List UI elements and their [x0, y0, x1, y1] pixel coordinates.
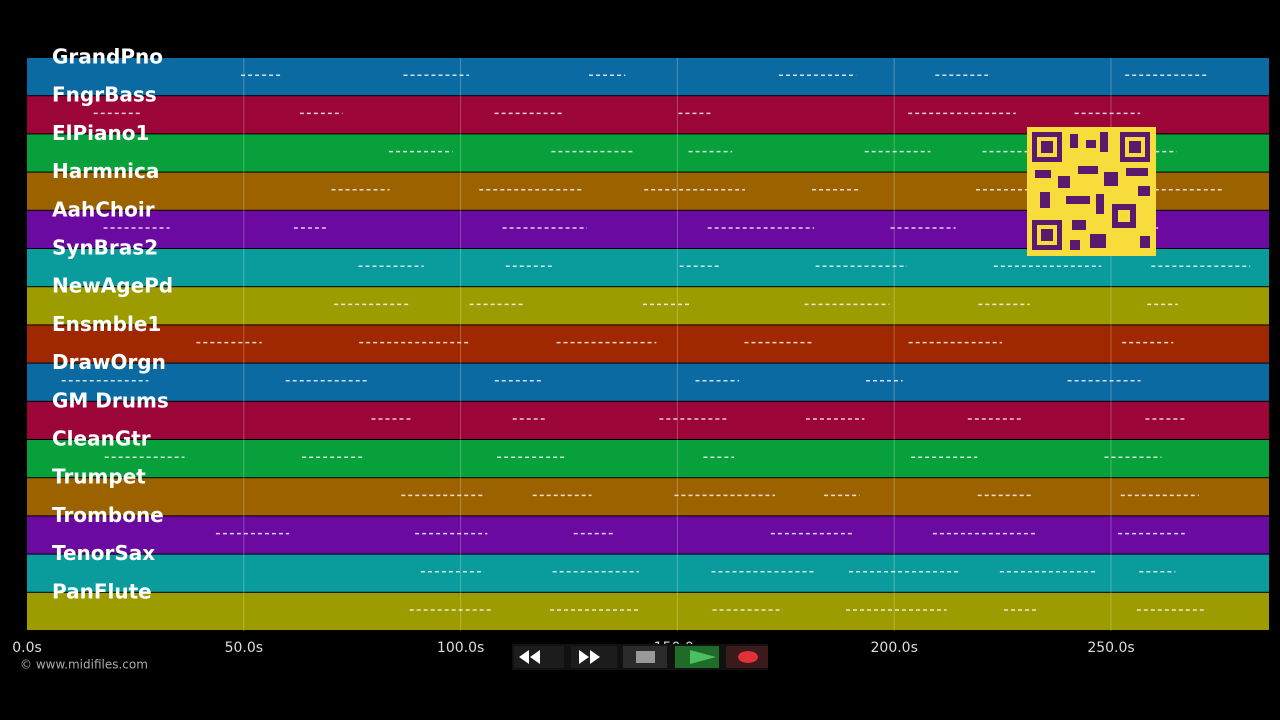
play-button[interactable] — [675, 646, 719, 668]
track-label: PanFlute — [52, 579, 152, 603]
rewind-button[interactable] — [514, 646, 564, 668]
track-label: SynBras2 — [52, 236, 158, 260]
track-band — [27, 401, 1269, 439]
track-label: TenorSax — [52, 541, 155, 565]
record-button[interactable] — [726, 646, 768, 668]
track-label: Ensmble1 — [52, 312, 161, 336]
track-band — [27, 554, 1269, 592]
track-label: CleanGtr — [52, 427, 151, 451]
track-label: Trombone — [52, 503, 164, 527]
tick-label: 50.0s — [225, 640, 263, 656]
qr-code — [1027, 127, 1156, 256]
tick-label: 250.0s — [1087, 640, 1134, 656]
track-label: ElPiano1 — [52, 121, 149, 145]
tick-label: 0.0s — [12, 640, 42, 656]
track-band — [27, 58, 1269, 96]
track-label: GM Drums — [52, 388, 169, 412]
tick-label: 100.0s — [437, 640, 484, 656]
track-label: AahChoir — [52, 197, 155, 221]
track-label: GrandPno — [52, 45, 163, 69]
track-band — [27, 478, 1269, 516]
track-band — [27, 592, 1269, 630]
transport-controls — [512, 644, 768, 670]
track-label: Trumpet — [52, 465, 146, 489]
grid — [243, 58, 1112, 631]
track-label: NewAgePd — [52, 274, 173, 298]
track-band — [27, 440, 1269, 478]
tick-label: 200.0s — [871, 640, 918, 656]
track-label: DrawOrgn — [52, 350, 166, 374]
stop-button[interactable] — [623, 646, 667, 668]
track-band — [27, 516, 1269, 554]
track-band — [27, 325, 1269, 363]
track-band — [27, 287, 1269, 325]
copyright: © www.midifiles.com — [20, 658, 148, 672]
track-label: Harmnica — [52, 159, 159, 183]
fast-forward-button[interactable] — [571, 646, 617, 668]
track-label: FngrBass — [52, 83, 157, 107]
track-band — [27, 363, 1269, 401]
